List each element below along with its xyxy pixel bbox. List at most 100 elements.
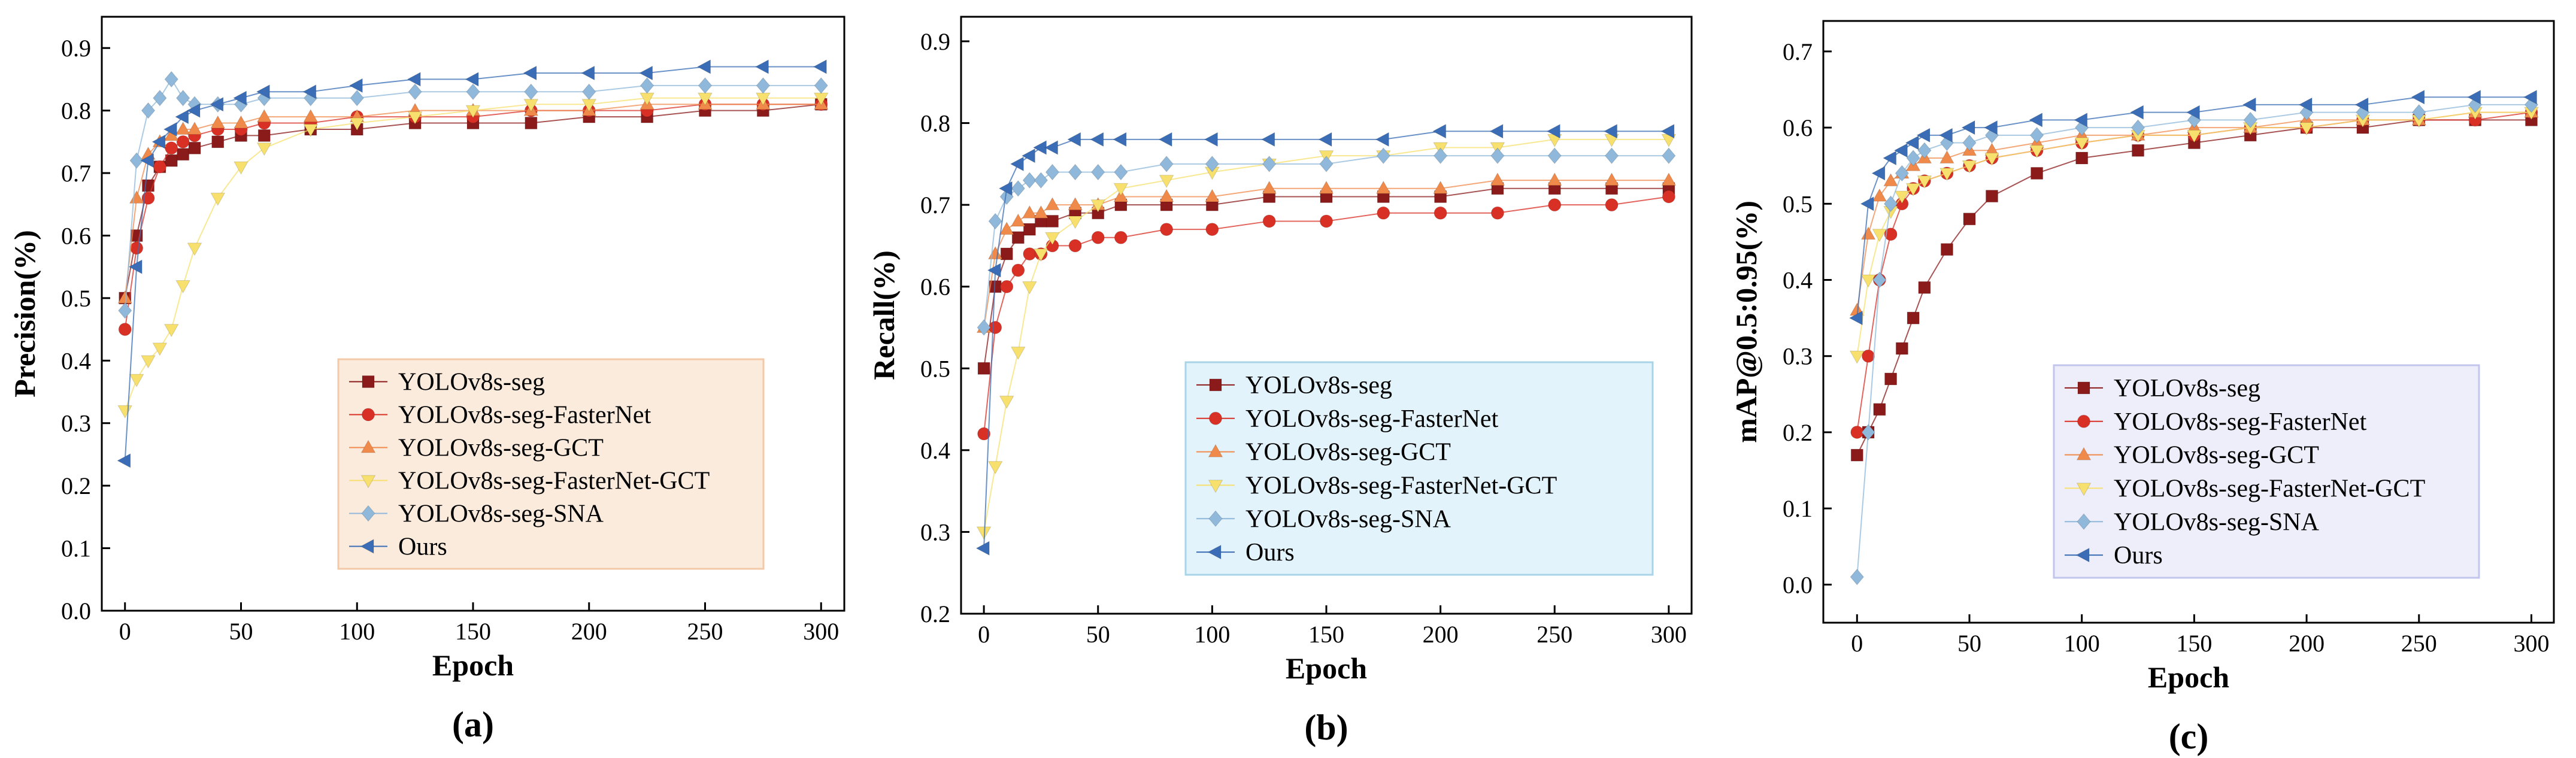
chart-panel-2: 0 50 100 150 200 250 300 0.2 0.3 0.4 0.5 0.6 0.7 0.8 0…	[867, 16, 1693, 747]
y-axis-label: Precision(%)	[8, 230, 41, 398]
data-point	[1986, 190, 1999, 203]
data-point	[1205, 223, 1219, 237]
data-point	[2074, 137, 2090, 151]
y-tick-label: 0.0	[1783, 571, 1813, 598]
data-point	[1547, 172, 1562, 186]
data-point	[128, 259, 143, 275]
series-Ours	[117, 59, 827, 468]
data-point	[465, 72, 479, 87]
data-point	[1010, 156, 1024, 172]
data-point	[640, 77, 654, 94]
y-axis-label: Recall(%)	[867, 250, 901, 380]
data-point	[1046, 214, 1059, 228]
y-tick-label: 0.3	[61, 410, 91, 437]
data-point	[1895, 342, 1908, 355]
legend: YOLOv8s-seg YOLOv8s-seg-FasterNet YOLOv8s-…	[1184, 361, 1654, 576]
data-point	[524, 83, 538, 101]
data-point	[234, 115, 248, 129]
data-point	[1432, 123, 1447, 139]
data-point	[977, 362, 990, 375]
data-point	[1916, 128, 1931, 143]
data-point	[1021, 148, 1035, 163]
data-point	[1983, 120, 1998, 135]
data-point	[210, 192, 226, 206]
data-point	[1433, 180, 1448, 194]
data-point	[118, 302, 132, 319]
y-tick-label: 0.2	[61, 472, 91, 499]
data-point	[1022, 205, 1037, 219]
data-point	[1873, 403, 1886, 416]
data-point	[1000, 247, 1013, 260]
data-point	[1376, 147, 1390, 164]
data-point	[151, 134, 166, 150]
data-point	[1034, 248, 1048, 262]
data-point	[1907, 311, 1920, 325]
data-point	[349, 117, 365, 131]
legend-marker-icon	[1209, 411, 1222, 425]
data-point	[1159, 189, 1174, 202]
data-point	[2186, 105, 2200, 120]
data-point	[1068, 216, 1083, 229]
data-point	[1939, 168, 1954, 181]
x-axis-label: Epoch	[1286, 651, 1367, 685]
y-tick-label: 0.2	[920, 601, 950, 627]
data-point	[302, 84, 317, 99]
data-point	[1548, 198, 1562, 212]
panel-label: (a)	[452, 705, 494, 744]
data-point	[1546, 123, 1560, 139]
y-tick-label: 0.9	[920, 28, 950, 55]
data-point	[153, 89, 167, 107]
data-point	[975, 541, 990, 556]
data-point	[1661, 172, 1677, 186]
data-point	[2354, 97, 2369, 113]
data-point	[1159, 156, 1174, 172]
x-tick-label: 250	[687, 618, 723, 645]
data-point	[977, 319, 991, 336]
data-point	[581, 65, 595, 81]
data-point	[303, 109, 319, 123]
data-point	[1848, 310, 1863, 326]
data-point	[2074, 113, 2088, 128]
data-point	[152, 342, 168, 356]
data-point	[1884, 372, 1898, 386]
x-axis-label: Epoch	[432, 648, 514, 682]
data-point	[186, 103, 201, 118]
data-point	[117, 453, 131, 468]
legend-marker-icon	[1208, 480, 1223, 493]
legend-label: YOLOv8s-seg-GCT	[398, 435, 604, 462]
y-tick-label: 0.7	[1783, 38, 1813, 65]
data-point	[1023, 223, 1036, 236]
data-point	[1895, 190, 1910, 204]
data-point	[987, 461, 1003, 475]
data-point	[163, 122, 177, 137]
data-point	[1320, 214, 1333, 228]
data-point	[1011, 231, 1025, 244]
data-point	[2242, 97, 2256, 113]
data-point	[1905, 135, 1919, 150]
data-point	[1205, 189, 1220, 202]
legend-marker-icon	[2076, 483, 2092, 496]
legend-label: YOLOv8s-seg-SNA	[1245, 505, 1451, 533]
data-point	[582, 83, 596, 101]
data-point	[1010, 346, 1026, 360]
data-point	[1961, 120, 1975, 135]
data-point	[1000, 280, 1014, 293]
legend-label: YOLOv8s-seg-FasterNet-GCT	[2114, 475, 2425, 502]
data-point	[1160, 223, 1174, 237]
legend-label: YOLOv8s-seg-GCT	[1245, 439, 1451, 466]
data-point	[2132, 144, 2145, 157]
legend-marker-icon	[362, 375, 375, 388]
data-point	[1023, 247, 1037, 261]
x-tick-label: 300	[803, 618, 839, 645]
data-point	[407, 72, 421, 87]
data-point	[1938, 128, 1953, 143]
data-point	[1022, 172, 1037, 189]
data-point	[1205, 156, 1220, 172]
x-tick-label: 0	[1851, 630, 1863, 657]
data-point	[2029, 127, 2044, 144]
data-point	[408, 83, 422, 101]
data-point	[1906, 150, 1920, 166]
data-point	[814, 77, 828, 94]
data-point	[1022, 281, 1037, 295]
